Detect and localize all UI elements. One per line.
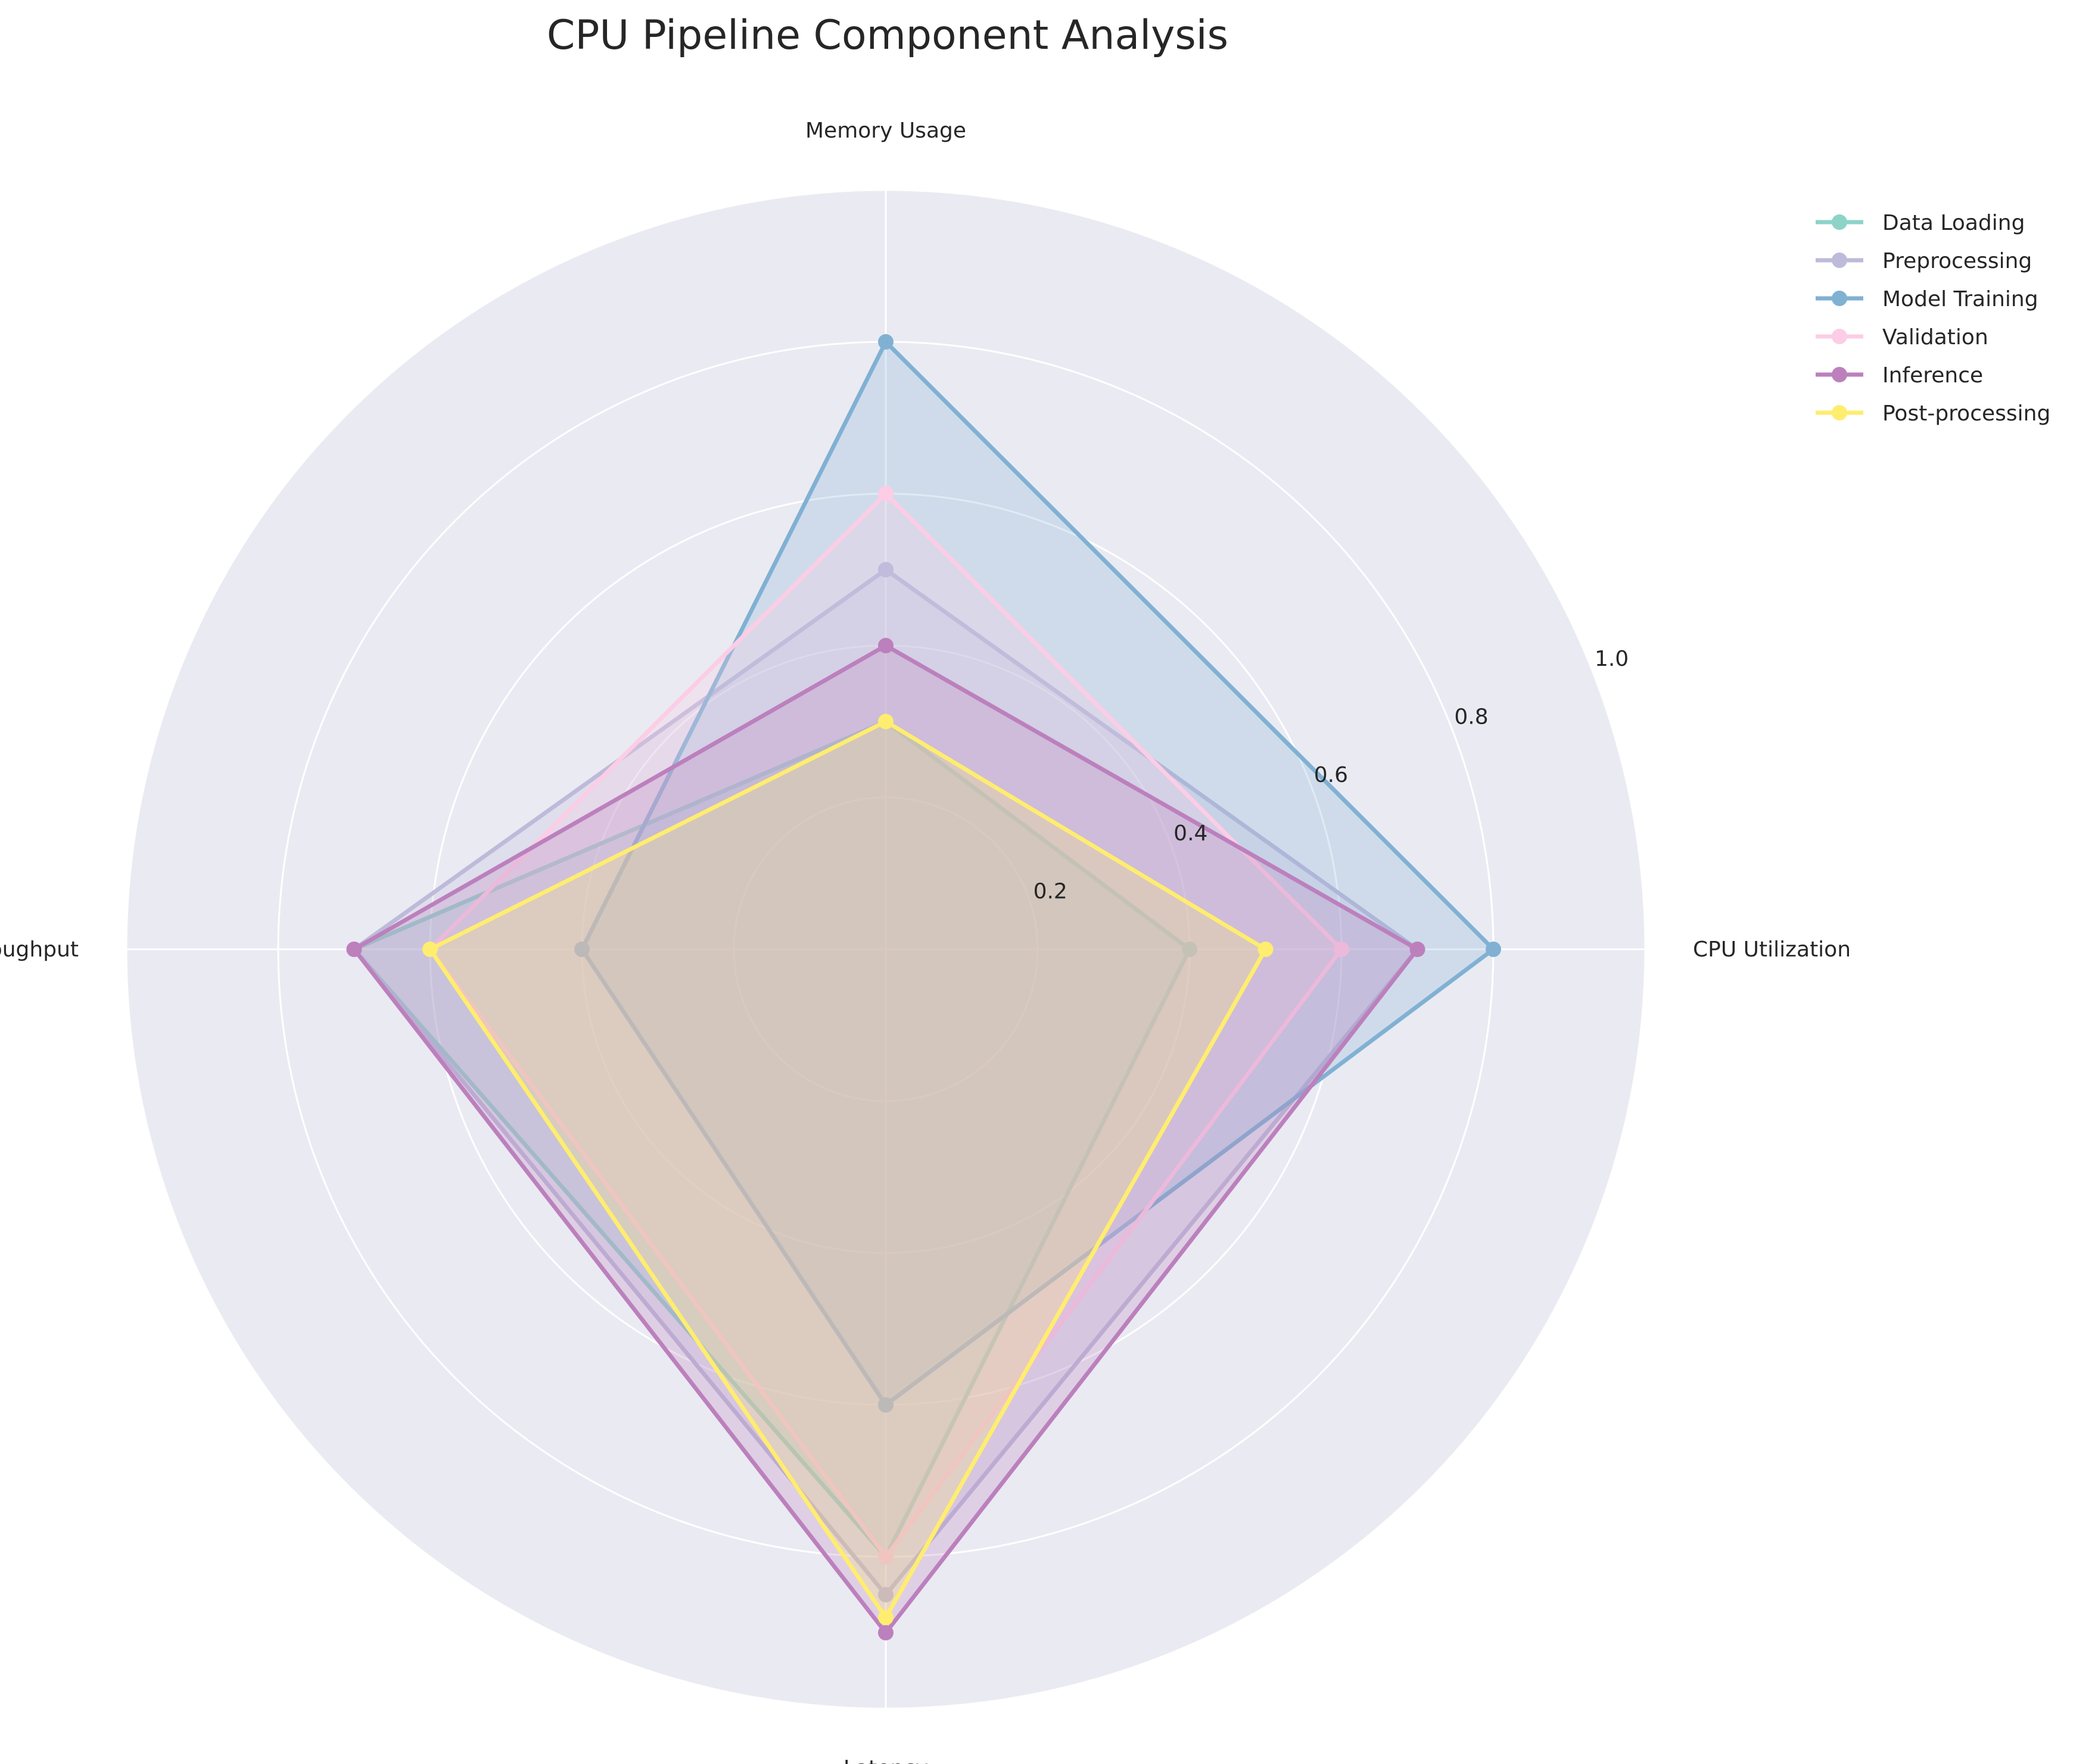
- legend-item-0[interactable]: Data Loading: [1816, 211, 2025, 235]
- legend-label-2: Model Training: [1882, 287, 2038, 311]
- legend-label-3: Validation: [1882, 325, 1988, 350]
- legend-marker-5: [1832, 405, 1847, 420]
- data-point-5-0: [1257, 942, 1274, 957]
- r-tick-label-3: 0.8: [1454, 705, 1488, 730]
- legend-item-3[interactable]: Validation: [1816, 325, 1988, 350]
- data-point-3-0: [1334, 942, 1349, 957]
- legend-marker-4: [1832, 367, 1847, 382]
- series-2: [574, 334, 1501, 1413]
- legend-item-1[interactable]: Preprocessing: [1816, 249, 2032, 273]
- data-point-2-2: [574, 942, 590, 957]
- data-point-4-2: [346, 942, 362, 957]
- series-fill-1: [354, 569, 1418, 1595]
- axis-label-layer: CPU Utilization Memory Usage Throughput Lat…: [0, 119, 1851, 1764]
- data-point-2-0: [1486, 942, 1501, 957]
- series-fill-2: [582, 342, 1493, 1405]
- r-tick-label-0: 0.2: [1034, 879, 1067, 903]
- series-fill-5: [430, 721, 1266, 1617]
- data-point-2-3: [878, 1397, 894, 1413]
- legend-label-4: Inference: [1882, 363, 1983, 388]
- legend-item-5[interactable]: Post-processing: [1816, 401, 2050, 426]
- axis-label-2: Throughput: [0, 937, 79, 962]
- data-point-1-1: [878, 562, 894, 578]
- legend-label-5: Post-processing: [1882, 401, 2050, 426]
- legend-label-0: Data Loading: [1882, 211, 2025, 235]
- data-point-4-3: [878, 1625, 894, 1641]
- data-point-0-0: [1182, 942, 1197, 957]
- legend[interactable]: Data Loading Preprocessing Model Training V…: [1816, 211, 2050, 426]
- data-point-4-0: [1409, 942, 1425, 957]
- chart-title: CPU Pipeline Component Analysis: [547, 12, 1228, 59]
- legend-marker-1: [1832, 253, 1847, 268]
- series-5: [422, 713, 1274, 1625]
- legend-marker-2: [1832, 291, 1847, 306]
- legend-item-4[interactable]: Inference: [1816, 363, 1983, 388]
- data-point-3-1: [878, 486, 894, 501]
- data-point-3-3: [878, 1549, 894, 1564]
- r-tick-label-4: 1.0: [1595, 647, 1629, 671]
- series-layer: [346, 334, 1501, 1641]
- data-point-4-1: [878, 638, 894, 653]
- series-fill-4: [354, 646, 1418, 1633]
- axis-label-1: Memory Usage: [805, 119, 966, 143]
- data-point-5-1: [878, 713, 894, 730]
- series-fill-3: [430, 494, 1341, 1557]
- legend-marker-3: [1832, 329, 1847, 344]
- data-point-2-1: [878, 334, 894, 350]
- radial-tick-layer: 0.2 0.4 0.6 0.8 1.0: [1034, 647, 1629, 903]
- axis-label-3: Latency: [843, 1756, 928, 1764]
- data-point-1-3: [878, 1587, 894, 1603]
- data-point-5-3: [878, 1610, 894, 1625]
- legend-marker-0: [1832, 214, 1847, 230]
- axis-label-0: CPU Utilization: [1693, 937, 1851, 962]
- r-tick-label-1: 0.4: [1173, 821, 1207, 846]
- series-fill-0: [354, 721, 1190, 1557]
- legend-item-2[interactable]: Model Training: [1816, 287, 2038, 311]
- data-point-5-2: [422, 942, 438, 957]
- legend-label-1: Preprocessing: [1882, 249, 2032, 273]
- series-4: [346, 638, 1425, 1641]
- r-tick-label-2: 0.6: [1314, 763, 1348, 787]
